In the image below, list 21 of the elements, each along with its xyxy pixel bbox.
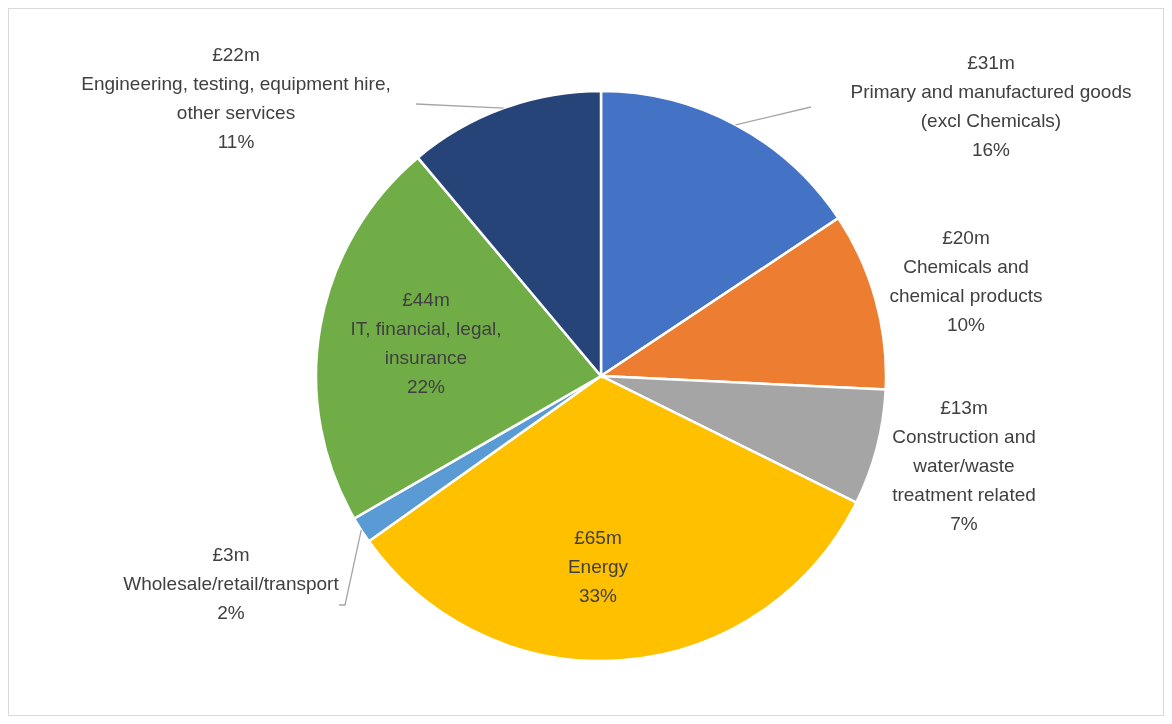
- slice-label: IT, financial, legal, insurance: [350, 318, 502, 368]
- data-label: £65m: [574, 527, 622, 548]
- slice-label: Engineering, testing, equipment hire, other services: [81, 73, 391, 123]
- slice-label: Wholesale/retail/transport: [123, 573, 340, 594]
- text: 7%: [950, 513, 978, 534]
- text: 10%: [946, 314, 986, 335]
- data-label: £3m: [212, 544, 250, 565]
- text: 22%: [406, 376, 446, 397]
- slice-label: Primary and manufactured goods (excl Chemicals): [850, 81, 1132, 131]
- data-label: £22m: [212, 44, 260, 65]
- data-label: £44m: [402, 289, 450, 310]
- text: 2%: [217, 602, 245, 623]
- text: 11%: [217, 131, 255, 152]
- data-label: £31m: [967, 52, 1015, 73]
- slice-label: Energy: [567, 556, 629, 577]
- text: 16%: [971, 139, 1011, 160]
- slice-label: Chemicals and chemical products: [889, 256, 1043, 306]
- slice-label: Construction and water/waste treatment related: [892, 426, 1036, 505]
- data-label: £20m: [942, 227, 990, 248]
- data-label: £13m: [940, 397, 988, 418]
- text: 33%: [578, 585, 618, 606]
